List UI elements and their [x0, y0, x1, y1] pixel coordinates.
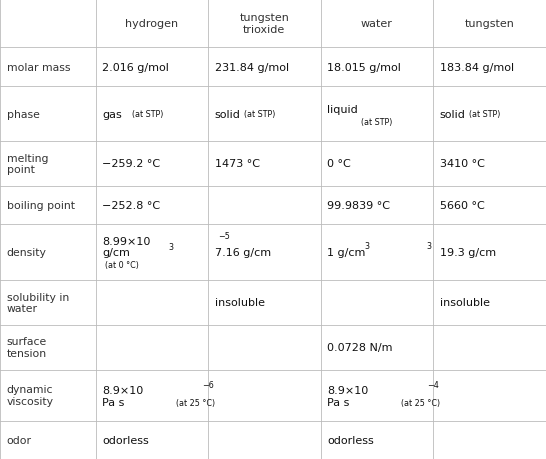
Text: (at 25 °C): (at 25 °C) [396, 398, 440, 407]
Text: 3: 3 [169, 242, 174, 252]
Text: insoluble: insoluble [440, 298, 490, 308]
Text: 5660 °C: 5660 °C [440, 201, 484, 210]
Text: 1473 °C: 1473 °C [215, 159, 259, 169]
Text: solubility in
water: solubility in water [7, 292, 69, 313]
Text: −259.2 °C: −259.2 °C [102, 159, 160, 169]
Text: Pa s: Pa s [102, 397, 124, 408]
Text: density: density [7, 247, 46, 257]
Text: 0 °C: 0 °C [327, 159, 351, 169]
Text: (at 0 °C): (at 0 °C) [105, 261, 139, 269]
Text: g/cm: g/cm [102, 247, 130, 257]
Text: 8.99×10: 8.99×10 [102, 236, 151, 246]
Text: dynamic
viscosity: dynamic viscosity [7, 385, 54, 406]
Text: melting
point: melting point [7, 153, 48, 175]
Text: −5: −5 [218, 231, 230, 241]
Text: 2.016 g/mol: 2.016 g/mol [102, 62, 169, 73]
Text: (at STP): (at STP) [361, 118, 393, 127]
Text: odor: odor [7, 435, 32, 445]
Text: odorless: odorless [102, 435, 149, 445]
Text: phase: phase [7, 109, 39, 119]
Text: hydrogen: hydrogen [125, 19, 179, 29]
Text: tungsten
trioxide: tungsten trioxide [239, 13, 289, 35]
Text: 231.84 g/mol: 231.84 g/mol [215, 62, 289, 73]
Text: surface
tension: surface tension [7, 337, 47, 358]
Text: boiling point: boiling point [7, 201, 75, 210]
Text: insoluble: insoluble [215, 298, 265, 308]
Text: 7.16 g/cm: 7.16 g/cm [215, 247, 271, 257]
Text: liquid: liquid [327, 104, 358, 114]
Text: water: water [361, 19, 393, 29]
Text: 3: 3 [364, 241, 369, 250]
Text: 8.9×10: 8.9×10 [327, 385, 369, 395]
Text: (at STP): (at STP) [239, 110, 276, 119]
Text: gas: gas [102, 109, 122, 119]
Text: 8.9×10: 8.9×10 [102, 385, 144, 395]
Text: −4: −4 [426, 380, 438, 389]
Text: 1 g/cm: 1 g/cm [327, 247, 365, 257]
Text: (at STP): (at STP) [127, 110, 163, 119]
Text: 19.3 g/cm: 19.3 g/cm [440, 247, 496, 257]
Text: (at STP): (at STP) [465, 110, 501, 119]
Text: 3410 °C: 3410 °C [440, 159, 484, 169]
Text: solid: solid [215, 109, 240, 119]
Text: Pa s: Pa s [327, 397, 349, 408]
Text: 0.0728 N/m: 0.0728 N/m [327, 342, 393, 353]
Text: 183.84 g/mol: 183.84 g/mol [440, 62, 514, 73]
Text: −6: −6 [201, 380, 213, 389]
Text: (at 25 °C): (at 25 °C) [171, 398, 215, 407]
Text: 3: 3 [426, 241, 432, 250]
Text: odorless: odorless [327, 435, 374, 445]
Text: solid: solid [440, 109, 465, 119]
Text: tungsten: tungsten [465, 19, 514, 29]
Text: −252.8 °C: −252.8 °C [102, 201, 160, 210]
Text: molar mass: molar mass [7, 62, 70, 73]
Text: 99.9839 °C: 99.9839 °C [327, 201, 390, 210]
Text: 18.015 g/mol: 18.015 g/mol [327, 62, 401, 73]
